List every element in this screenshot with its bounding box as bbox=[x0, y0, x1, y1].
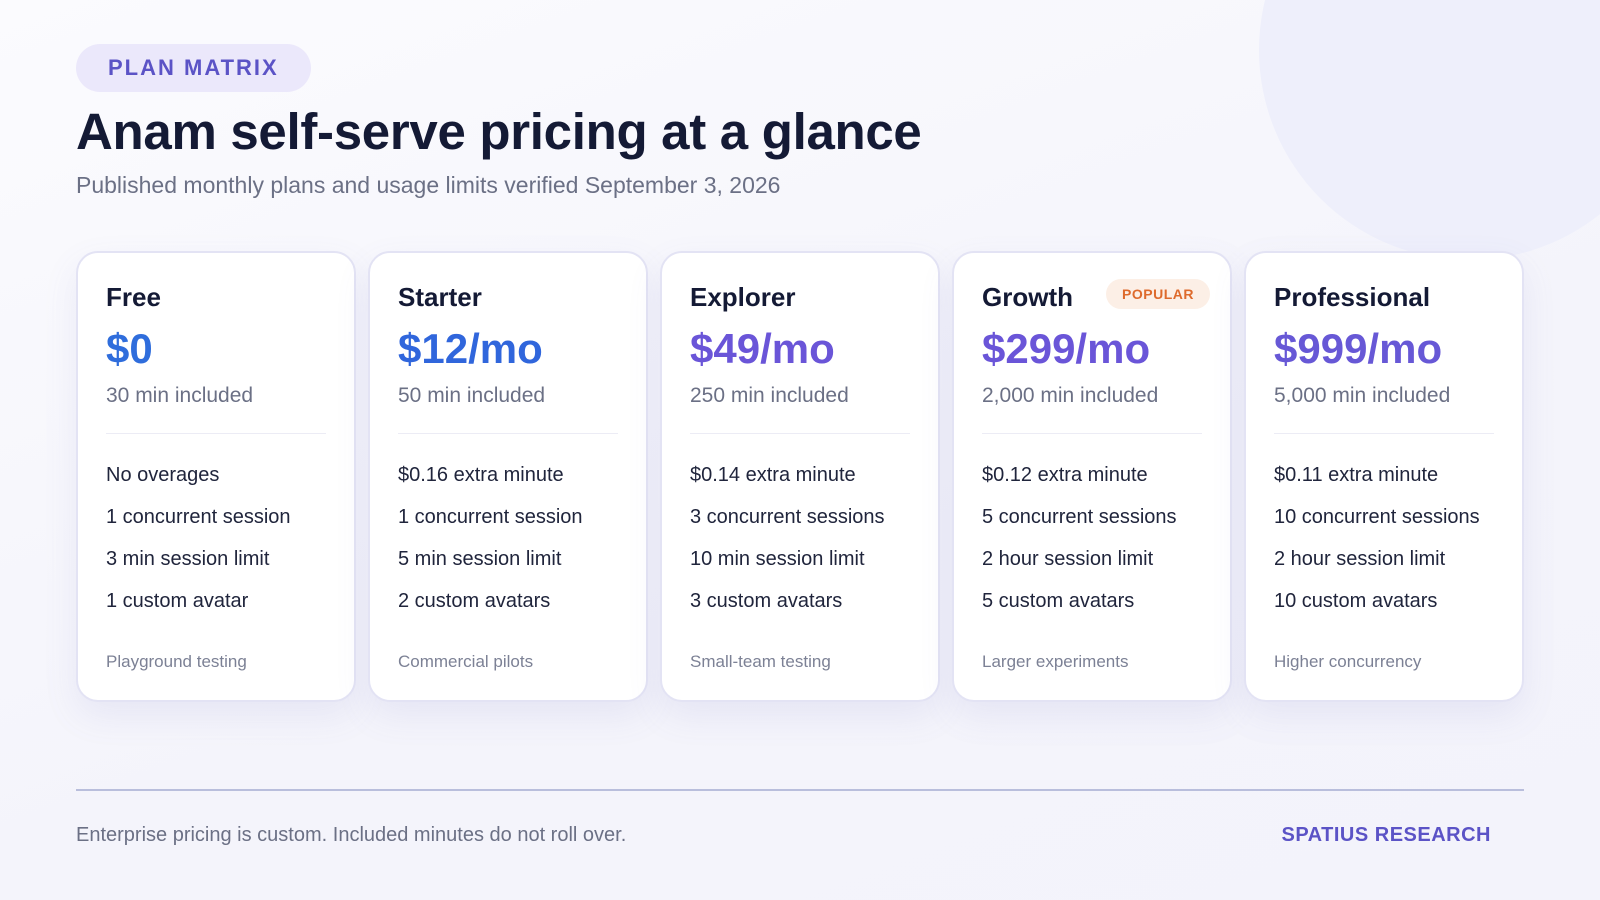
feature-list: $0.12 extra minute 5 concurrent sessions… bbox=[982, 464, 1177, 632]
plan-included-minutes: 30 min included bbox=[106, 384, 254, 407]
plan-use-case: Playground testing bbox=[106, 652, 247, 671]
plan-card-free: Free $0 30 min included No overages 1 co… bbox=[76, 251, 356, 702]
plan-included-minutes: 250 min included bbox=[690, 384, 849, 407]
card-divider bbox=[982, 433, 1202, 434]
feature-item: 1 custom avatar bbox=[106, 590, 249, 612]
eyebrow-pill: PLAN MATRIX bbox=[76, 44, 311, 92]
plan-use-case: Larger experiments bbox=[982, 652, 1129, 671]
plan-included-minutes: 5,000 min included bbox=[1274, 384, 1451, 407]
feature-item: 3 min session limit bbox=[106, 548, 270, 570]
plan-use-case: Commercial pilots bbox=[398, 652, 534, 671]
feature-item: No overages bbox=[106, 464, 220, 486]
plan-card-professional: Professional $999/mo 5,000 min included … bbox=[1244, 251, 1524, 702]
feature-item: 3 custom avatars bbox=[690, 590, 843, 612]
feature-item: $0.12 extra minute bbox=[982, 464, 1148, 486]
feature-item: 10 concurrent sessions bbox=[1274, 506, 1480, 528]
popular-badge: POPULAR bbox=[1106, 279, 1210, 309]
plan-use-case: Higher concurrency bbox=[1274, 652, 1422, 671]
feature-list: $0.14 extra minute 3 concurrent sessions… bbox=[690, 464, 885, 632]
feature-item: 2 hour session limit bbox=[1274, 548, 1446, 570]
decorative-circle bbox=[1259, 0, 1600, 260]
plan-price: $999/mo bbox=[1274, 325, 1443, 372]
plan-cards: Free $0 30 min included No overages 1 co… bbox=[76, 251, 1524, 702]
plan-card-growth: POPULAR Growth $299/mo 2,000 min include… bbox=[952, 251, 1232, 702]
footer-note: Enterprise pricing is custom. Included m… bbox=[76, 824, 627, 846]
feature-item: 5 custom avatars bbox=[982, 590, 1135, 612]
feature-item: 3 concurrent sessions bbox=[690, 506, 885, 528]
card-divider bbox=[690, 433, 910, 434]
plan-price: $299/mo bbox=[982, 325, 1151, 372]
feature-list: $0.16 extra minute 1 concurrent session … bbox=[398, 464, 583, 632]
feature-item: 2 hour session limit bbox=[982, 548, 1154, 570]
plan-name: Growth bbox=[982, 282, 1073, 312]
footer-divider bbox=[76, 789, 1524, 791]
plan-use-case: Small-team testing bbox=[690, 652, 831, 671]
feature-item: 1 concurrent session bbox=[106, 506, 291, 528]
feature-item: $0.16 extra minute bbox=[398, 464, 564, 486]
feature-item: 10 min session limit bbox=[690, 548, 865, 570]
plan-included-minutes: 2,000 min included bbox=[982, 384, 1159, 407]
page-title: Anam self-serve pricing at a glance bbox=[76, 103, 922, 160]
feature-list: No overages 1 concurrent session 3 min s… bbox=[106, 464, 291, 632]
feature-item: 1 concurrent session bbox=[398, 506, 583, 528]
plan-price: $49/mo bbox=[690, 325, 835, 372]
plan-name: Explorer bbox=[690, 282, 796, 312]
feature-list: $0.11 extra minute 10 concurrent session… bbox=[1274, 464, 1480, 632]
card-divider bbox=[106, 433, 326, 434]
plan-name: Starter bbox=[398, 282, 482, 312]
feature-item: 5 concurrent sessions bbox=[982, 506, 1177, 528]
plan-price: $0 bbox=[106, 325, 153, 372]
feature-item: 5 min session limit bbox=[398, 548, 562, 570]
feature-item: $0.11 extra minute bbox=[1274, 464, 1439, 486]
plan-included-minutes: 50 min included bbox=[398, 384, 546, 407]
plan-card-explorer: Explorer $49/mo 250 min included $0.14 e… bbox=[660, 251, 940, 702]
feature-item: $0.14 extra minute bbox=[690, 464, 856, 486]
card-divider bbox=[398, 433, 618, 434]
feature-item: 10 custom avatars bbox=[1274, 590, 1438, 612]
plan-name: Professional bbox=[1274, 282, 1431, 312]
page-subtitle: Published monthly plans and usage limits… bbox=[76, 172, 781, 198]
plan-name: Free bbox=[106, 282, 161, 312]
brand-label: SPATIUS RESEARCH bbox=[1281, 824, 1491, 846]
feature-item: 2 custom avatars bbox=[398, 590, 551, 612]
plan-card-starter: Starter $12/mo 50 min included $0.16 ext… bbox=[368, 251, 648, 702]
plan-price: $12/mo bbox=[398, 325, 543, 372]
card-divider bbox=[1274, 433, 1494, 434]
